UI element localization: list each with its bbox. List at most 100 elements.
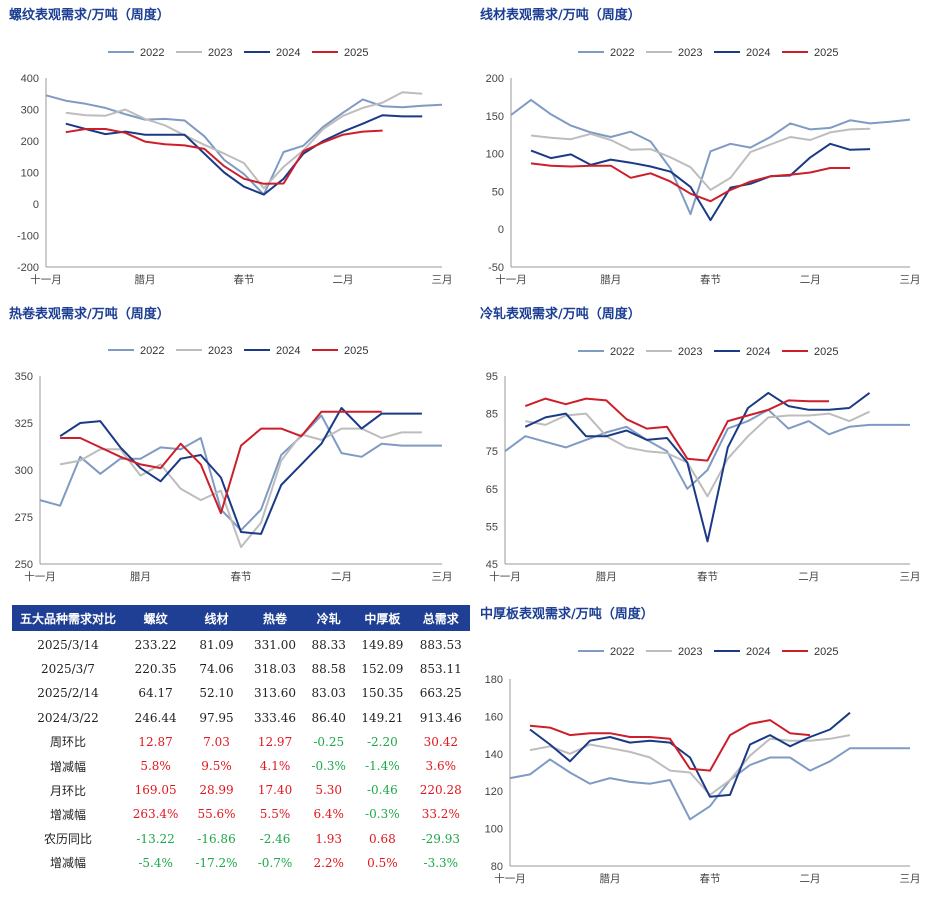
table-cell: 88.58 bbox=[311, 662, 346, 677]
table-cell: 2.2% bbox=[313, 855, 344, 870]
y-tick-label: 300 bbox=[21, 105, 39, 117]
x-tick-label: 二月 bbox=[800, 274, 821, 286]
table-row: 2025/3/14 233.22 81.09 331.00 88.33 149.89 883… bbox=[12, 631, 470, 657]
row-label: 2025/2/14 bbox=[37, 686, 99, 701]
x-tick-label: 十一月 bbox=[30, 273, 62, 286]
table-cell: -3.3% bbox=[423, 855, 459, 870]
series-line-2025 bbox=[524, 397, 829, 462]
table-header-row: 五大品种需求对比 螺纹 线材 热卷 冷轧 中厚板 总需求 bbox=[12, 605, 470, 631]
table-cell: -29.93 bbox=[421, 831, 460, 846]
table-cell: -17.2% bbox=[195, 855, 238, 870]
y-tick-label: 100 bbox=[21, 168, 39, 180]
table-row: 2025/2/14 64.17 52.10 313.60 83.03 150.35 663.… bbox=[12, 681, 470, 705]
table-cell: 12.97 bbox=[257, 734, 293, 749]
series-line-2022 bbox=[504, 408, 910, 490]
series-line-2024 bbox=[59, 407, 422, 535]
table-cell: 883.53 bbox=[419, 638, 462, 653]
table-cell: 88.33 bbox=[311, 638, 346, 653]
legend-label-2022: 2022 bbox=[140, 345, 164, 357]
y-tick-label: 150 bbox=[486, 111, 504, 123]
series-line-2024 bbox=[524, 391, 871, 543]
series-line-2022 bbox=[510, 98, 911, 216]
y-tick-label: 120 bbox=[485, 786, 503, 798]
table-cell: 333.46 bbox=[254, 710, 297, 725]
table-cell: 220.35 bbox=[134, 662, 177, 677]
table-cell: 853.11 bbox=[419, 662, 462, 677]
table-header-cell: 五大品种需求对比 bbox=[12, 605, 124, 631]
y-tick-label: 180 bbox=[485, 674, 503, 686]
table-cell: 5.30 bbox=[315, 783, 343, 798]
row-label: 增减幅 bbox=[49, 759, 86, 774]
legend-label-2024: 2024 bbox=[746, 346, 770, 358]
table-cell: -16.86 bbox=[197, 831, 236, 846]
table-cell: 169.05 bbox=[134, 783, 177, 798]
table-cell: 30.42 bbox=[423, 734, 458, 749]
y-tick-label: 100 bbox=[485, 824, 503, 836]
chart-title-rebar: 螺纹表观需求/万吨（周度） bbox=[9, 8, 170, 23]
table-cell: 663.25 bbox=[419, 686, 462, 701]
table-cell: 313.60 bbox=[254, 686, 297, 701]
x-tick-label: 十一月 bbox=[495, 273, 527, 286]
x-tick-label: 三月 bbox=[900, 274, 921, 286]
series-line-2023 bbox=[525, 410, 870, 498]
series-line-2025 bbox=[60, 410, 382, 515]
table-cell: 150.35 bbox=[361, 686, 404, 701]
table-row: 月环比 169.05 28.99 17.40 5.30 -0.46 220.28 bbox=[12, 778, 470, 802]
table-cell: 17.40 bbox=[257, 783, 293, 798]
y-tick-label: 95 bbox=[486, 371, 498, 383]
legend-label-2025: 2025 bbox=[814, 646, 838, 658]
row-label: 月环比 bbox=[49, 783, 86, 798]
table-cell: 55.6% bbox=[197, 807, 236, 822]
table-cell: 149.21 bbox=[361, 710, 404, 725]
x-tick-label: 二月 bbox=[798, 571, 819, 583]
x-tick-label: 二月 bbox=[800, 873, 821, 885]
y-tick-label: 140 bbox=[485, 749, 503, 761]
y-tick-label: -100 bbox=[17, 231, 39, 243]
x-tick-label: 二月 bbox=[331, 571, 352, 583]
legend-label-2022: 2022 bbox=[610, 346, 634, 358]
y-tick-label: 200 bbox=[21, 136, 39, 148]
table-cell: 220.28 bbox=[419, 783, 462, 798]
series-line-2025 bbox=[530, 162, 851, 203]
table-cell: 7.03 bbox=[203, 734, 230, 749]
x-tick-label: 十一月 bbox=[24, 570, 56, 583]
legend-label-2022: 2022 bbox=[140, 47, 164, 59]
y-tick-label: 275 bbox=[15, 512, 33, 524]
y-tick-label: 325 bbox=[15, 418, 33, 430]
table-cell: 0.68 bbox=[369, 831, 396, 846]
legend-label-2023: 2023 bbox=[208, 47, 232, 59]
table-cell: 81.09 bbox=[199, 638, 234, 653]
legend-label-2023: 2023 bbox=[678, 346, 702, 358]
x-tick-label: 三月 bbox=[432, 571, 453, 583]
legend-label-2022: 2022 bbox=[610, 646, 634, 658]
legend-label-2024: 2024 bbox=[276, 47, 300, 59]
table-header-cell: 中厚板 bbox=[353, 605, 412, 631]
x-tick-label: 春节 bbox=[231, 571, 252, 583]
x-tick-label: 三月 bbox=[900, 571, 921, 583]
legend-label-2025: 2025 bbox=[344, 345, 368, 357]
chart-title-wire: 线材表观需求/万吨（周度） bbox=[480, 8, 641, 23]
table-cell: 86.40 bbox=[311, 710, 346, 725]
table-cell: 33.2% bbox=[421, 807, 460, 822]
x-tick-label: 腊月 bbox=[130, 571, 151, 583]
table-cell: 5.5% bbox=[259, 807, 291, 822]
table-cell: -0.25 bbox=[313, 734, 345, 749]
y-tick-label: 75 bbox=[486, 446, 498, 458]
table-cell: 5.8% bbox=[140, 759, 171, 774]
legend-label-2023: 2023 bbox=[678, 646, 702, 658]
table-row: 2025/3/7 220.35 74.06 318.03 88.58 152.09 853.… bbox=[12, 657, 470, 681]
y-tick-label: 350 bbox=[15, 371, 33, 383]
table-row: 农历同比 -13.22 -16.86 -2.46 1.93 0.68 -29.93 bbox=[12, 827, 470, 851]
series-line-2023 bbox=[530, 127, 871, 191]
x-tick-label: 春节 bbox=[234, 274, 255, 286]
y-tick-label: 80 bbox=[491, 861, 503, 873]
x-tick-label: 十一月 bbox=[489, 570, 521, 583]
legend-label-2025: 2025 bbox=[814, 346, 838, 358]
x-tick-label: 腊月 bbox=[135, 274, 156, 286]
table-header-cell: 冷轧 bbox=[304, 605, 354, 631]
table-cell: 913.46 bbox=[419, 710, 462, 725]
x-tick-label: 腊月 bbox=[596, 571, 617, 583]
table-cell: 6.4% bbox=[313, 807, 344, 822]
row-label: 2025/3/14 bbox=[37, 638, 99, 653]
